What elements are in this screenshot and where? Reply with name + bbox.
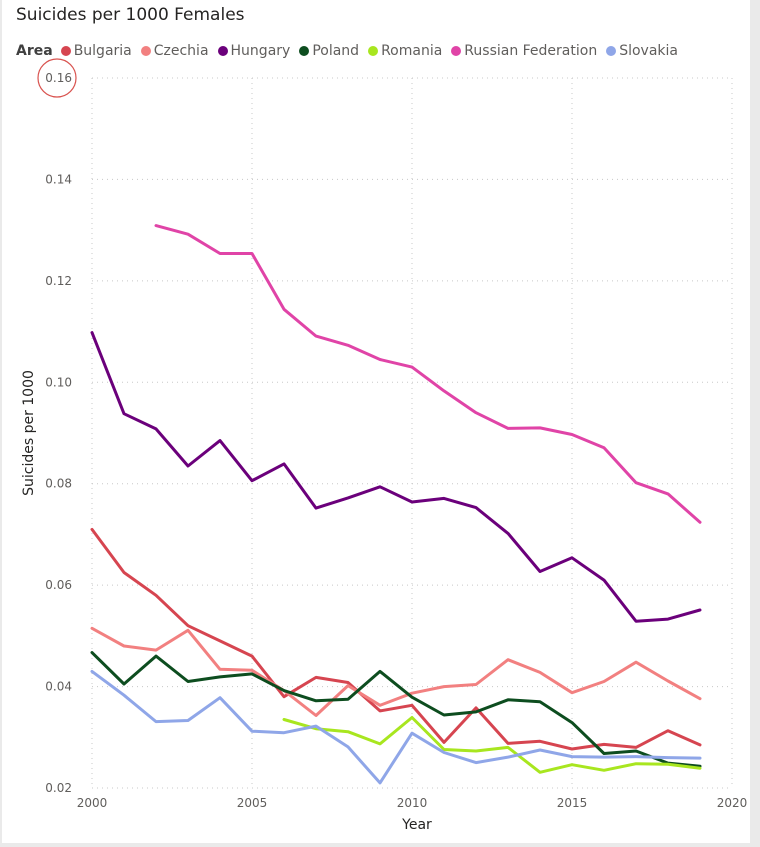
x-tick-label: 2015 bbox=[557, 796, 588, 810]
series-line-slovakia bbox=[90, 669, 702, 785]
legend-item-romania[interactable]: Romania bbox=[368, 43, 442, 59]
legend-item-hungary[interactable]: Hungary bbox=[217, 43, 291, 59]
series-line-poland bbox=[90, 651, 702, 768]
x-axis-title: Year bbox=[401, 817, 432, 833]
chart-title: Suicides per 1000 Females bbox=[16, 5, 245, 25]
y-tick-label: 0.12 bbox=[45, 274, 72, 288]
legend-marker bbox=[140, 46, 151, 56]
x-tick-label: 2005 bbox=[237, 796, 268, 810]
x-tick-label: 2020 bbox=[717, 796, 748, 810]
series-line-bulgaria bbox=[90, 527, 702, 751]
legend-label: Romania bbox=[381, 43, 443, 59]
y-tick-label: 0.02 bbox=[45, 781, 72, 795]
y-tick-label: 0.16 bbox=[45, 71, 72, 85]
y-tick-label: 0.06 bbox=[45, 578, 72, 592]
y-tick-label: 0.04 bbox=[45, 680, 72, 694]
legend-label: Poland bbox=[312, 43, 360, 59]
line-chart: 0.02 0.04 0.06 0.08 0.10 0.12 0.14 0.16 2000 2005… bbox=[21, 58, 748, 833]
legend-marker bbox=[606, 46, 617, 56]
legend-items: Bulgaria Czechia Hungary Poland Romania Russi… bbox=[60, 43, 687, 59]
x-tick-label: 2010 bbox=[397, 796, 428, 810]
legend-item-bulgaria[interactable]: Bulgaria bbox=[60, 43, 132, 59]
legend-label: Slovakia bbox=[619, 43, 678, 59]
legend-item-slovakia[interactable]: Slovakia bbox=[606, 43, 678, 59]
chart-card: Suicides per 1000 Females Area Bulgaria C… bbox=[2, 0, 750, 843]
series-line-romania bbox=[282, 716, 702, 774]
legend-marker bbox=[299, 46, 310, 56]
y-tick-label: 0.08 bbox=[45, 477, 72, 491]
legend-label: Hungary bbox=[230, 43, 291, 59]
series-line-russian-federation bbox=[154, 224, 702, 524]
legend-title: Area bbox=[16, 43, 53, 59]
series-line-czechia bbox=[90, 626, 702, 717]
y-tick-label: 0.10 bbox=[45, 375, 72, 389]
highlight-circle bbox=[37, 58, 77, 98]
series-line-hungary bbox=[90, 331, 702, 623]
legend-item-czechia[interactable]: Czechia bbox=[140, 43, 209, 59]
legend-label: Czechia bbox=[153, 43, 209, 59]
x-tick-label: 2000 bbox=[77, 796, 108, 810]
legend-marker bbox=[368, 46, 379, 56]
y-tick-label: 0.14 bbox=[45, 172, 72, 186]
legend-marker bbox=[451, 46, 462, 56]
legend-item-russian-federation[interactable]: Russian Federation bbox=[451, 43, 597, 59]
legend-label: Russian Federation bbox=[464, 43, 598, 59]
legend: Area Bulgaria Czechia Hungary Poland Romania… bbox=[16, 41, 687, 61]
y-axis-title: Suicides per 1000 bbox=[21, 370, 37, 496]
legend-marker bbox=[217, 46, 228, 56]
legend-marker bbox=[60, 46, 71, 56]
legend-label: Bulgaria bbox=[73, 43, 132, 59]
legend-item-poland[interactable]: Poland bbox=[299, 43, 359, 59]
